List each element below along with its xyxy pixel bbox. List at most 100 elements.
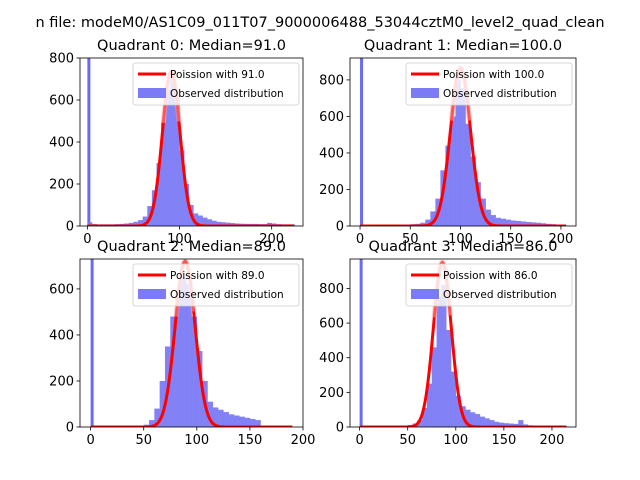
x-tick-label: 100	[448, 232, 473, 247]
legend-patch-swatch	[138, 289, 166, 299]
histogram-bar	[530, 222, 537, 226]
histogram-bar	[431, 347, 437, 427]
histogram-bar	[255, 420, 261, 427]
y-tick-label: 800	[49, 52, 74, 67]
x-tick-label: 100	[443, 433, 468, 448]
histogram-bar	[505, 219, 512, 226]
histogram-bar	[149, 420, 155, 427]
histogram-bar	[450, 371, 457, 427]
histogram-bar	[422, 407, 428, 427]
histogram-bar	[225, 222, 231, 226]
histogram-bar	[170, 316, 176, 427]
legend-label-observed: Observed distribution	[443, 88, 557, 100]
histogram-bar	[441, 284, 447, 427]
histogram-bar	[460, 88, 466, 226]
histogram-bar	[223, 412, 229, 427]
figure-suptitle: n file: modeM0/AS1C09_011T07_9000006488_…	[35, 15, 604, 31]
x-tick-label: 50	[135, 433, 152, 448]
histogram-bar	[179, 150, 185, 226]
histogram-bar	[525, 221, 532, 226]
y-tick-label: 200	[49, 178, 74, 193]
axes-frame	[349, 258, 577, 428]
histogram-bar	[191, 316, 198, 427]
x-tick-label: 200	[540, 433, 565, 448]
histogram-bar	[154, 408, 160, 427]
y-tick-label: 400	[49, 328, 74, 343]
legend-box	[405, 263, 573, 307]
x-tick-label: 100	[184, 433, 209, 448]
legend: Poission with 89.0 Observed distribution	[132, 263, 300, 307]
x-tick-label: 0	[355, 433, 363, 448]
y-tick-label: 600	[319, 317, 344, 332]
legend-label-observed: Observed distribution	[170, 88, 284, 100]
histogram-bar	[142, 216, 148, 226]
y-tick-label: 800	[319, 73, 344, 88]
histogram-bar	[520, 221, 527, 226]
legend: Poission with 100.0 Observed distribution	[405, 62, 573, 106]
quadrant-0-panel: 0 200 400 600 800 0 100 200 Quadrant 0: Median=9…	[49, 38, 304, 247]
histogram-bar	[455, 79, 461, 226]
histogram-bar	[175, 293, 182, 427]
histogram-bar	[446, 330, 452, 427]
x-tick-label: 0	[356, 232, 364, 247]
y-tick-label: 0	[336, 220, 344, 235]
histogram-bar	[133, 221, 139, 226]
histogram-bar	[425, 219, 431, 226]
x-tick-label: 150	[237, 433, 262, 448]
histogram-bar	[445, 145, 451, 226]
histogram-bar	[174, 97, 180, 226]
histogram-bar	[196, 351, 203, 427]
histogram-bar	[470, 156, 476, 226]
histogram-bar	[249, 418, 256, 427]
x-tick-label: 0	[86, 433, 94, 448]
legend-box	[132, 62, 300, 106]
legend-box	[405, 62, 573, 106]
histogram-bar	[170, 79, 176, 226]
histogram-bar	[202, 217, 208, 226]
histogram-bar	[233, 415, 240, 427]
quadrant-3-panel: 0 200 400 600 800 0 50 100 150 200 Quadrant 3: Med…	[319, 239, 577, 448]
x-tick-label: 100	[167, 232, 192, 247]
histogram-spike-bar	[87, 58, 91, 226]
histogram-spike-bar	[360, 58, 364, 226]
histogram-bar	[465, 409, 471, 427]
x-tick-label: 200	[259, 232, 284, 247]
y-tick-label: 0	[66, 421, 74, 436]
y-tick-label: 800	[319, 282, 344, 297]
histogram-bar	[455, 395, 461, 427]
histogram-bar	[216, 221, 222, 226]
legend-label-poisson: Poission with 89.0	[170, 270, 265, 282]
histogram-bar	[479, 416, 485, 427]
legend-label-observed: Observed distribution	[170, 289, 284, 301]
legend-patch-swatch	[411, 289, 439, 299]
y-tick-label: 200	[319, 386, 344, 401]
histogram-bar	[267, 222, 272, 226]
histogram-bar	[228, 414, 235, 427]
histogram-bar	[87, 222, 93, 226]
histogram-bar	[494, 421, 500, 427]
histogram-bar	[510, 220, 517, 226]
y-tick-label: 200	[49, 374, 74, 389]
legend-patch-swatch	[138, 88, 166, 98]
histogram-bar	[128, 222, 134, 226]
panel-title: Quadrant 0: Median=91.0	[97, 38, 286, 54]
histogram-bar	[207, 219, 213, 226]
x-tick-label: 0	[83, 232, 91, 247]
histogram-bar	[500, 218, 506, 226]
histogram-bar	[165, 89, 171, 226]
histogram-bar	[184, 184, 190, 226]
y-tick-label: 200	[319, 183, 344, 198]
legend-label-poisson: Poission with 100.0	[443, 69, 544, 81]
histogram-bar	[218, 409, 224, 427]
histogram-bar	[503, 423, 509, 427]
histogram-bar	[138, 220, 143, 226]
legend-box	[132, 263, 300, 307]
histogram-bar	[193, 213, 199, 226]
x-tick-label: 200	[549, 232, 574, 247]
poisson-curve	[87, 69, 294, 226]
histogram-bar	[207, 401, 214, 427]
histogram-bar	[535, 222, 542, 226]
quadrant-2-panel: 0 200 400 600 0 50 100 150 200 Quadrant 2: Median…	[49, 239, 315, 448]
y-tick-label: 400	[319, 146, 344, 161]
